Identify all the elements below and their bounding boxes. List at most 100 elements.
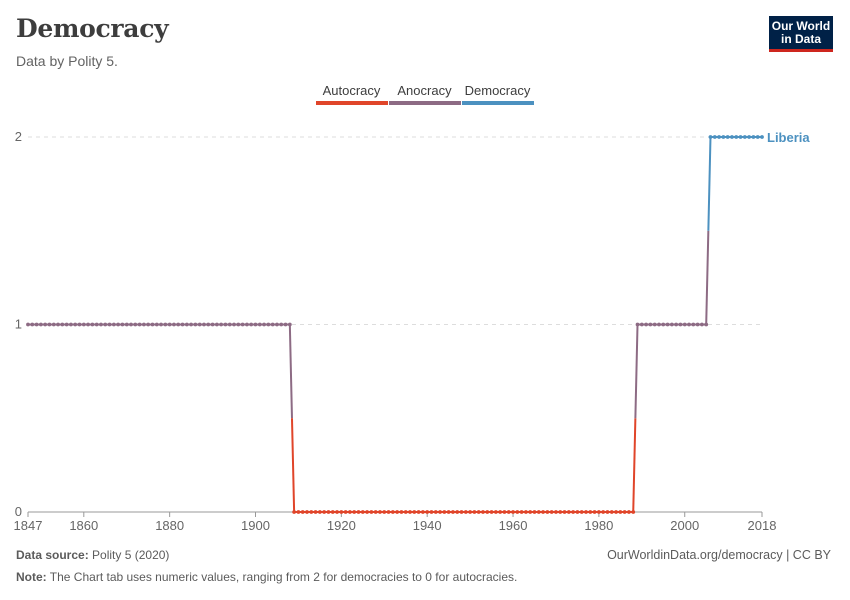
y-tick-label: 1 [15, 317, 22, 332]
data-point [545, 510, 550, 514]
chart-title: Democracy [16, 14, 169, 43]
note-value: The Chart tab uses numeric values, rangi… [49, 570, 518, 584]
data-point [163, 322, 168, 327]
legend-label: Anocracy [397, 83, 452, 98]
data-point [111, 322, 116, 327]
data-point [266, 322, 271, 327]
data-point [245, 322, 249, 327]
series-segment [290, 418, 296, 513]
data-point [348, 510, 352, 514]
y-tick-label: 2 [15, 129, 22, 144]
legend-swatch [315, 101, 388, 105]
source-value[interactable]: Polity 5 (2020) [92, 548, 170, 562]
data-point [502, 510, 507, 514]
data-point [609, 510, 614, 514]
data-point [287, 322, 292, 327]
data-point [339, 510, 344, 514]
data-point [695, 322, 700, 327]
data-point [326, 510, 331, 514]
source-link[interactable]: OurWorldinData.org/democracy | CC BY [607, 548, 831, 562]
data-point [524, 510, 528, 514]
data-point [446, 510, 451, 514]
data-point [605, 510, 610, 514]
data-point [644, 322, 649, 327]
legend-item-anocracy[interactable]: Anocracy [388, 83, 461, 105]
legend-label: Democracy [464, 83, 531, 98]
data-point [717, 135, 721, 139]
data-point [661, 322, 666, 327]
data-point [167, 322, 172, 327]
data-point [330, 510, 335, 514]
data-point [455, 510, 460, 514]
data-point [700, 322, 704, 327]
data-point [639, 322, 644, 327]
data-point [154, 322, 159, 327]
legend-item-autocracy[interactable]: Autocracy [315, 83, 388, 105]
data-point [60, 322, 65, 327]
x-tick-label: 1880 [155, 518, 184, 533]
data-source: Data source: Polity 5 (2020) [16, 548, 169, 562]
series-label: Liberia [767, 130, 810, 145]
data-point [249, 322, 254, 327]
logo-line-1: Our World [771, 19, 831, 33]
data-point [94, 322, 99, 327]
data-point [558, 510, 563, 514]
data-point [519, 510, 524, 514]
data-point [412, 510, 417, 514]
data-point [378, 510, 382, 514]
data-point [214, 322, 219, 327]
series-segment [705, 230, 710, 325]
series-segment [707, 136, 712, 231]
data-point [730, 135, 734, 139]
data-point [734, 135, 739, 139]
owid-logo[interactable]: Our World in Data [769, 16, 833, 52]
data-point [657, 322, 661, 327]
data-point [678, 322, 683, 327]
data-point [399, 510, 404, 514]
data-point [172, 322, 176, 327]
chart-subtitle: Data by Polity 5. [16, 53, 118, 69]
x-tick-label: 2018 [748, 518, 777, 533]
data-point [652, 322, 657, 327]
legend-item-democracy[interactable]: Democracy [461, 83, 534, 105]
data-point [223, 322, 228, 327]
data-point [137, 322, 142, 327]
data-point [618, 510, 623, 514]
data-point [189, 322, 194, 327]
data-point [575, 510, 580, 514]
data-point [240, 322, 245, 327]
data-point [365, 510, 369, 514]
x-tick-label: 1920 [327, 518, 356, 533]
data-point [47, 322, 52, 327]
data-point [64, 322, 69, 327]
data-point [481, 510, 485, 514]
data-point [322, 510, 327, 514]
data-point [356, 510, 361, 514]
data-point [648, 322, 653, 327]
data-point [408, 510, 412, 514]
data-point [206, 322, 211, 327]
data-point [369, 510, 374, 514]
data-point [69, 322, 73, 327]
data-point [313, 510, 318, 514]
data-point [202, 322, 206, 327]
data-point [506, 510, 511, 514]
data-point [712, 135, 717, 139]
data-point [691, 322, 696, 327]
data-point [687, 322, 691, 327]
data-point [26, 322, 30, 327]
data-point [489, 510, 494, 514]
data-point [571, 510, 576, 514]
data-point [463, 510, 468, 514]
y-tick-label: 0 [15, 504, 22, 519]
data-point [236, 322, 241, 327]
data-point [442, 510, 447, 514]
data-point [382, 510, 387, 514]
data-point [596, 510, 601, 514]
data-point [601, 510, 606, 514]
data-point [725, 135, 730, 139]
data-point [708, 135, 713, 139]
x-tick-label: 1860 [69, 518, 98, 533]
data-point [704, 322, 709, 327]
data-point [56, 322, 60, 327]
